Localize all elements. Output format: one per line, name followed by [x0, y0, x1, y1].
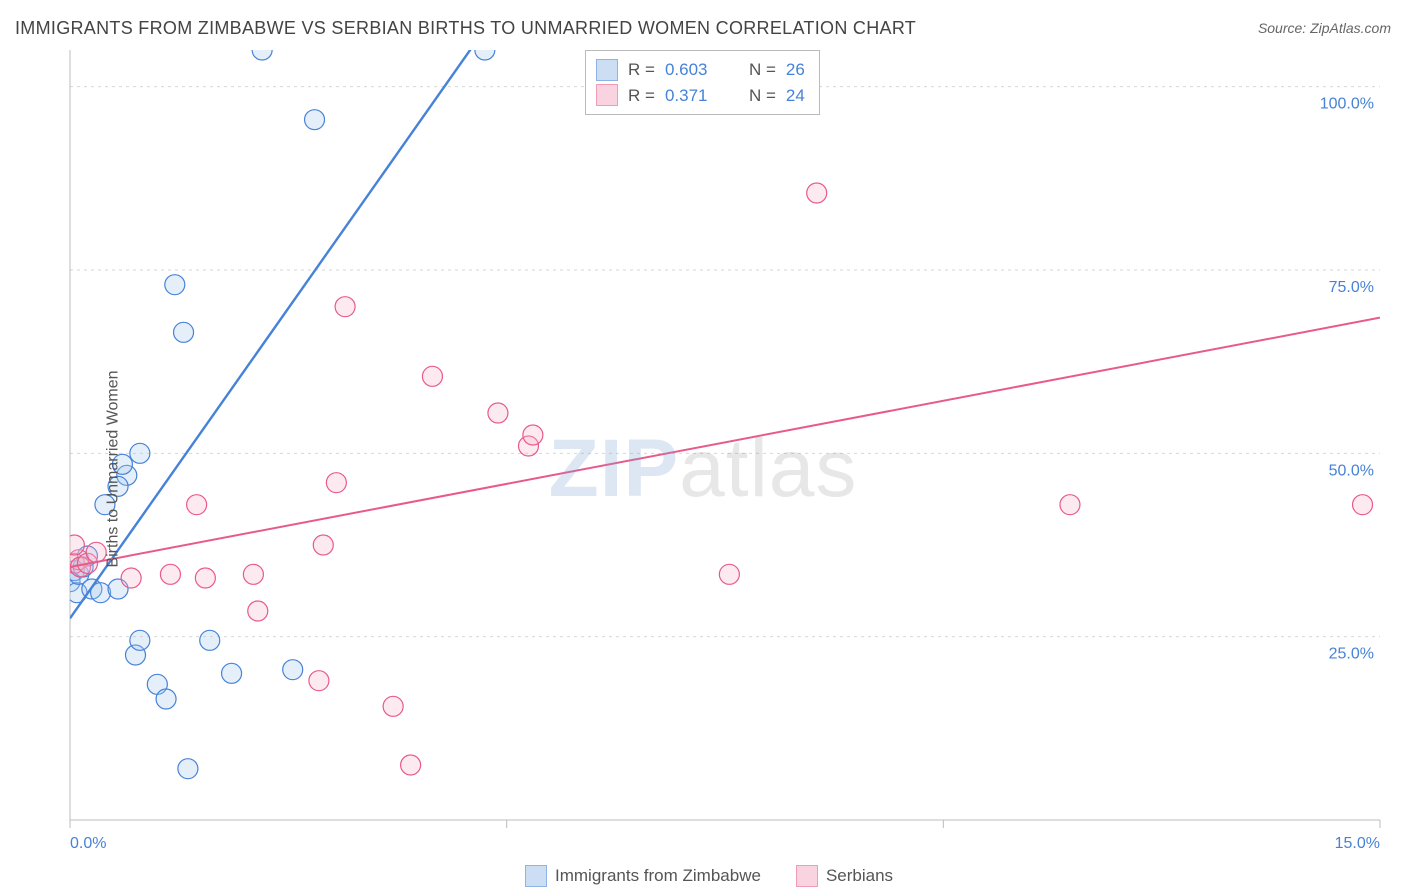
scatter-point-series-1	[488, 403, 508, 423]
scatter-point-series-0	[130, 630, 150, 650]
scatter-point-series-1	[383, 696, 403, 716]
series-legend-label: Serbians	[826, 866, 893, 886]
scatter-point-series-1	[719, 564, 739, 584]
x-tick-label: 15.0%	[1335, 835, 1380, 852]
corr-r-label: R =	[628, 83, 655, 109]
chart-source: Source: ZipAtlas.com	[1258, 20, 1391, 36]
scatter-plot: 25.0% 50.0% 75.0% 100.0% 0.0% 15.0%	[15, 50, 1390, 880]
scatter-point-series-1	[187, 495, 207, 515]
scatter-point-series-0	[252, 50, 272, 60]
series-legend-item-0: Immigrants from Zimbabwe	[525, 865, 761, 887]
series-legend-swatch	[796, 865, 818, 887]
scatter-point-series-1	[807, 183, 827, 203]
scatter-point-series-1	[243, 564, 263, 584]
scatter-point-series-1	[326, 473, 346, 493]
series-legend-swatch	[525, 865, 547, 887]
scatter-point-series-1	[64, 535, 84, 555]
corr-n-label: N =	[749, 83, 776, 109]
scatter-point-series-0	[156, 689, 176, 709]
scatter-point-series-1	[309, 671, 329, 691]
scatter-point-series-1	[335, 297, 355, 317]
scatter-point-series-1	[1353, 495, 1373, 515]
scatter-point-series-1	[195, 568, 215, 588]
corr-r-label: R =	[628, 57, 655, 83]
scatter-point-series-1	[160, 564, 180, 584]
corr-n-value: 26	[786, 57, 805, 83]
scatter-point-series-0	[305, 110, 325, 130]
chart-title: IMMIGRANTS FROM ZIMBABWE VS SERBIAN BIRT…	[15, 18, 916, 39]
scatter-point-series-0	[283, 660, 303, 680]
scatter-point-series-0	[130, 443, 150, 463]
corr-legend-row-1: R = 0.371 N = 24	[596, 83, 805, 109]
scatter-point-series-1	[422, 366, 442, 386]
scatter-point-series-1	[313, 535, 333, 555]
corr-r-value: 0.371	[665, 83, 717, 109]
y-tick-label: 50.0%	[1329, 462, 1374, 479]
corr-legend-swatch	[596, 59, 618, 81]
series-legend: Immigrants from Zimbabwe Serbians	[525, 865, 893, 887]
scatter-point-series-1	[523, 425, 543, 445]
scatter-point-series-0	[222, 663, 242, 683]
scatter-point-series-1	[1060, 495, 1080, 515]
scatter-point-series-1	[248, 601, 268, 621]
chart-area: Births to Unmarried Women 25.0% 50.0% 75.0…	[15, 50, 1391, 887]
scatter-point-series-0	[200, 630, 220, 650]
corr-n-value: 24	[786, 83, 805, 109]
corr-n-label: N =	[749, 57, 776, 83]
trend-line-series-1	[70, 318, 1380, 567]
chart-header: IMMIGRANTS FROM ZIMBABWE VS SERBIAN BIRT…	[0, 0, 1406, 48]
corr-legend-swatch	[596, 84, 618, 106]
corr-legend-row-0: R = 0.603 N = 26	[596, 57, 805, 83]
series-legend-item-1: Serbians	[796, 865, 893, 887]
y-tick-label: 75.0%	[1329, 279, 1374, 296]
scatter-point-series-1	[121, 568, 141, 588]
scatter-point-series-0	[178, 759, 198, 779]
y-tick-label: 25.0%	[1329, 646, 1374, 663]
scatter-point-series-0	[174, 322, 194, 342]
trend-line-series-0	[70, 50, 480, 618]
scatter-point-series-1	[86, 542, 106, 562]
scatter-point-series-1	[401, 755, 421, 775]
correlation-legend: R = 0.603 N = 26 R = 0.371 N = 24	[585, 50, 820, 115]
y-tick-label: 100.0%	[1320, 96, 1374, 113]
corr-r-value: 0.603	[665, 57, 717, 83]
series-legend-label: Immigrants from Zimbabwe	[555, 866, 761, 886]
scatter-point-series-0	[165, 275, 185, 295]
scatter-point-series-0	[475, 50, 495, 60]
y-axis-title: Births to Unmarried Women	[105, 370, 123, 567]
x-tick-label: 0.0%	[70, 835, 106, 852]
chart-container: IMMIGRANTS FROM ZIMBABWE VS SERBIAN BIRT…	[0, 0, 1406, 892]
